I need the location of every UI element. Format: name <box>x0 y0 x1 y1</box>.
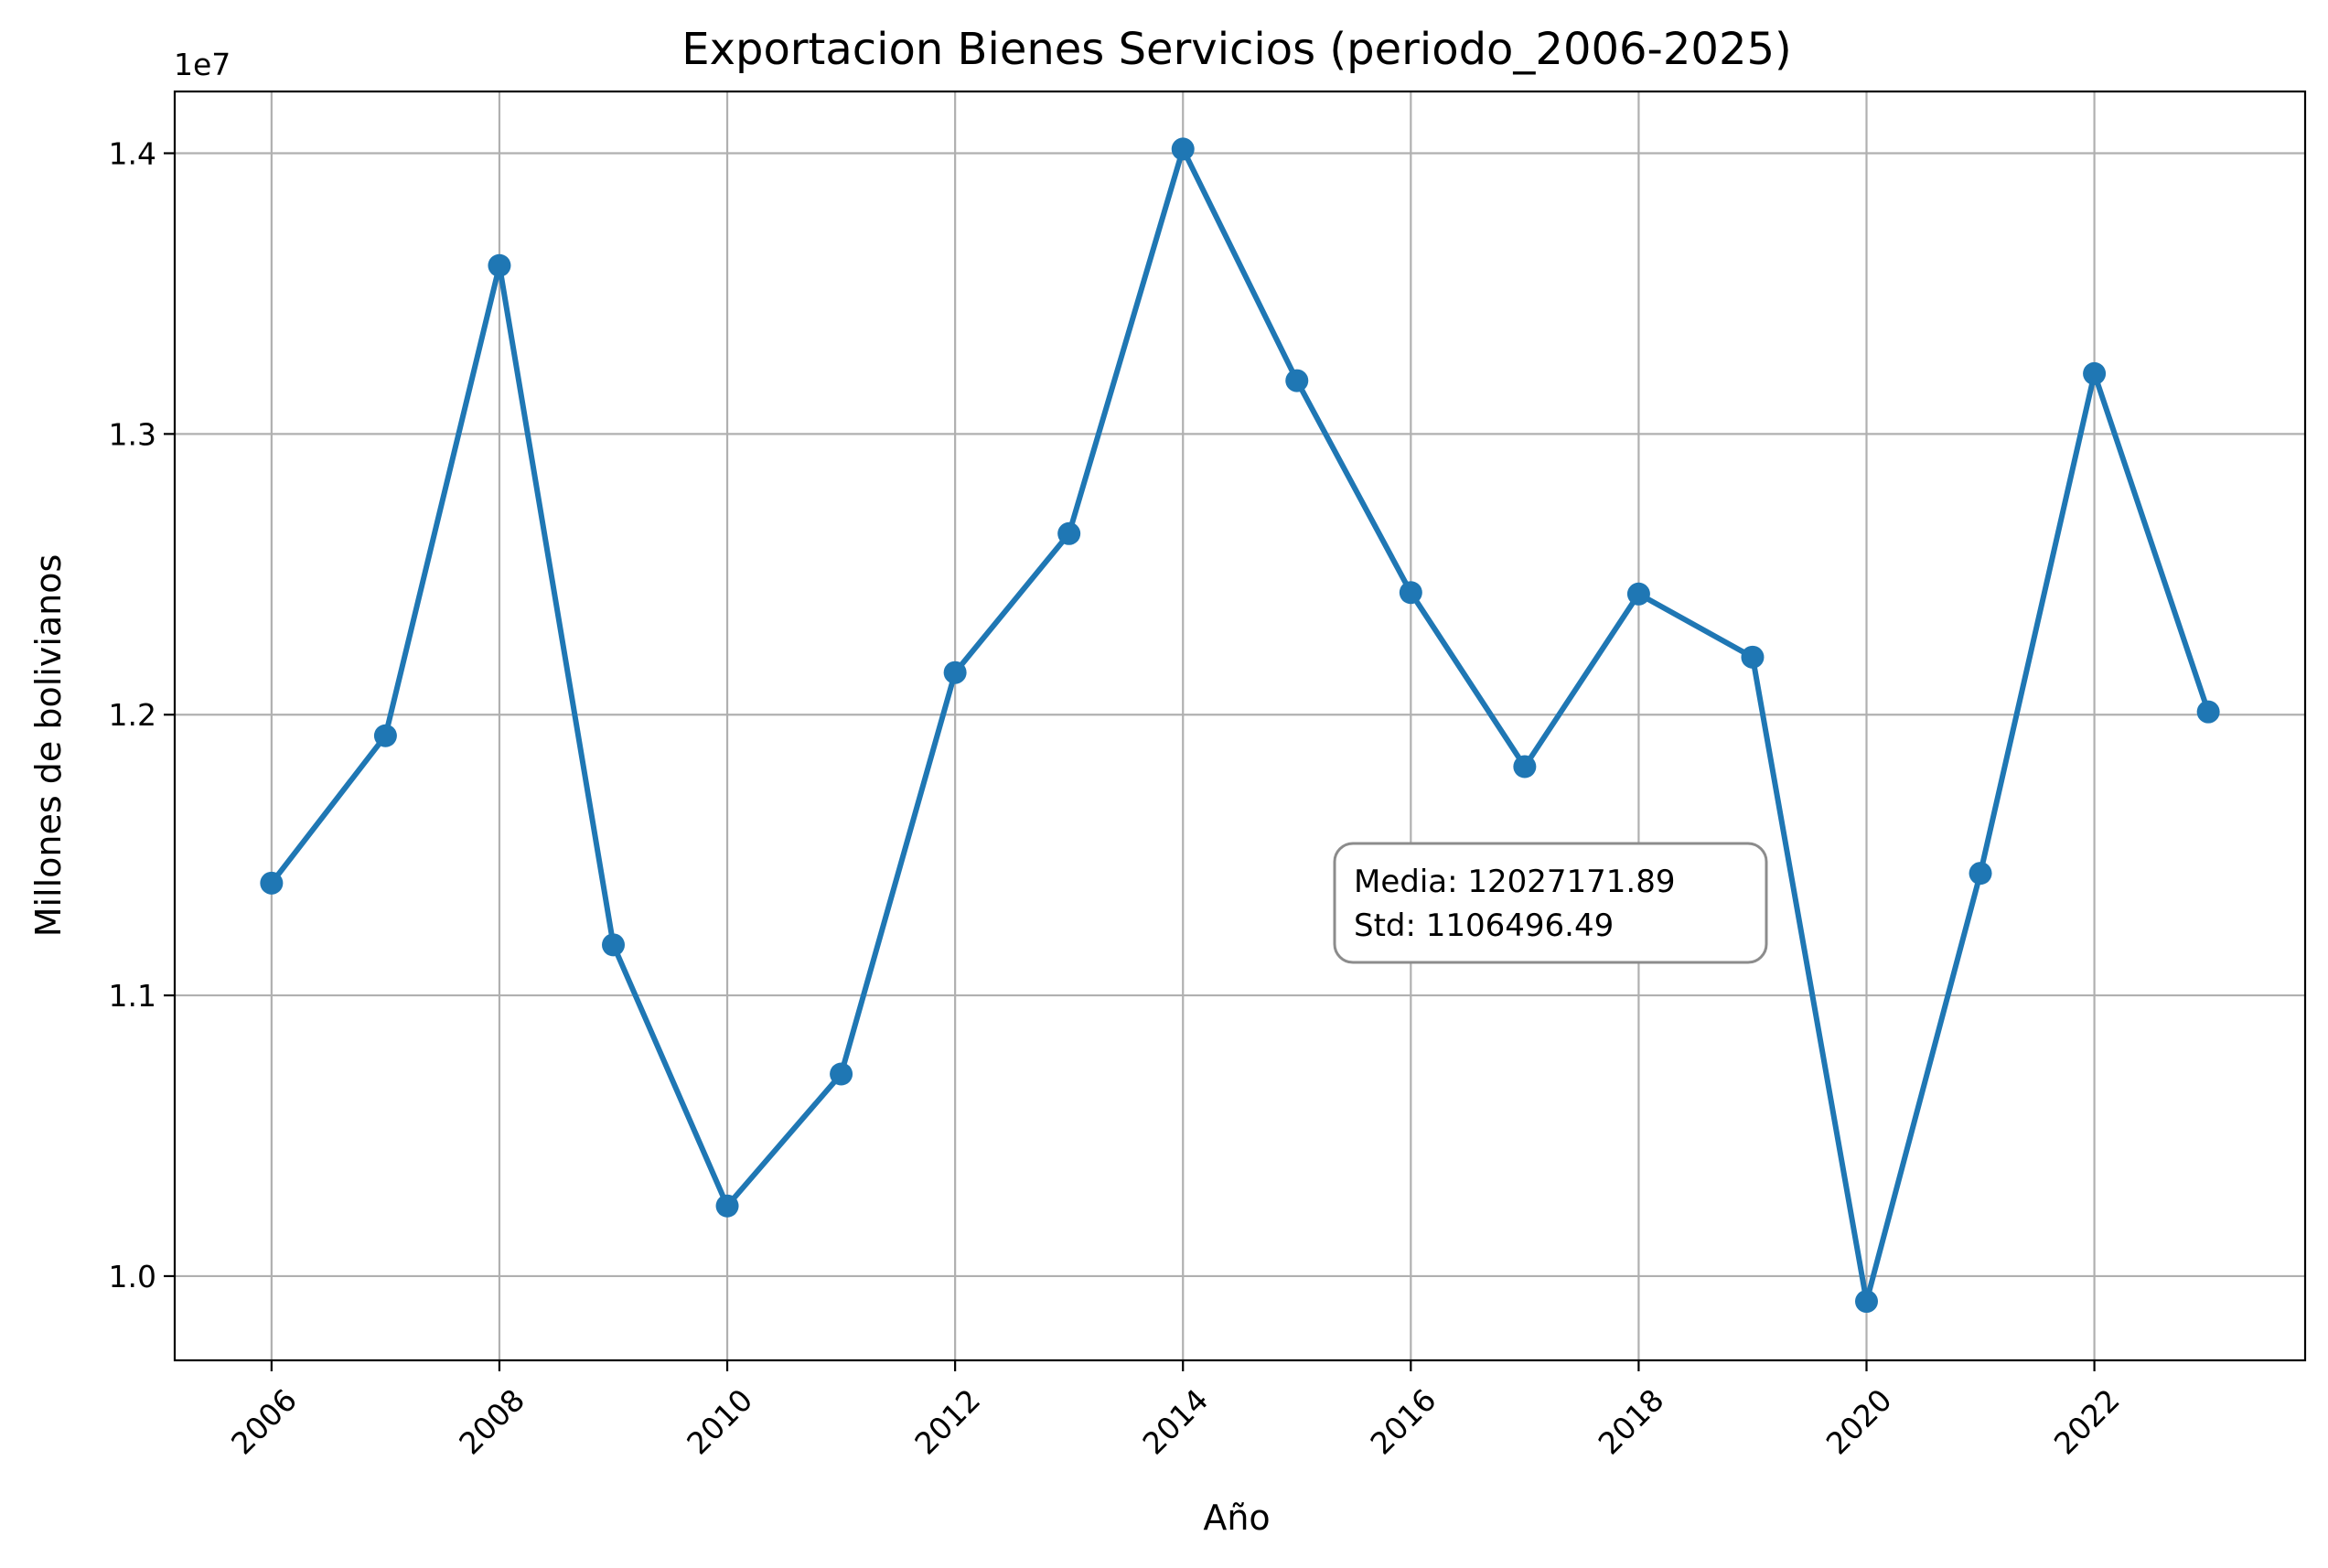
y-tick-label: 1.2 <box>109 697 156 733</box>
y-tick-label: 1.0 <box>109 1259 156 1294</box>
data-point <box>1969 862 1992 886</box>
data-point <box>488 253 511 277</box>
data-point <box>1057 521 1081 545</box>
y-axis: 1.0 1.1 1.2 1.3 1.4 <box>109 136 175 1294</box>
series-line <box>268 145 2212 1305</box>
data-point <box>1626 582 1650 606</box>
data-point <box>830 1062 853 1086</box>
data-point <box>1513 755 1537 779</box>
data-point <box>2196 700 2220 724</box>
stats-std-text: Std: 1106496.49 <box>1354 908 1614 944</box>
chart-title: Exportacion Bienes Servicios (periodo_20… <box>681 24 1792 75</box>
data-point <box>1171 137 1195 161</box>
data-point <box>2083 361 2107 385</box>
data-point <box>1855 1290 1878 1314</box>
y-tick-label: 1.4 <box>109 136 156 172</box>
data-point <box>943 660 967 684</box>
data-point <box>1285 369 1309 392</box>
series-layer <box>260 137 2220 1314</box>
x-axis-label: Año <box>1203 1498 1270 1538</box>
y-tick-label: 1.3 <box>109 416 156 452</box>
y-axis-label: Millones de bolivianos <box>28 554 69 938</box>
data-point <box>602 933 625 957</box>
data-point <box>1399 581 1422 605</box>
stats-mean-text: Media: 12027171.89 <box>1354 864 1676 900</box>
y-offset-label: 1e7 <box>174 47 231 82</box>
data-point <box>1741 645 1765 669</box>
y-tick-label: 1.1 <box>109 978 156 1014</box>
data-point <box>373 724 397 747</box>
data-point <box>260 871 284 895</box>
plot-frame <box>173 90 2307 1362</box>
stats-annotation-box <box>1333 842 1768 964</box>
data-point <box>715 1194 739 1218</box>
stats-annotation: Media: 12027171.89 Std: 1106496.49 <box>1333 842 1768 964</box>
